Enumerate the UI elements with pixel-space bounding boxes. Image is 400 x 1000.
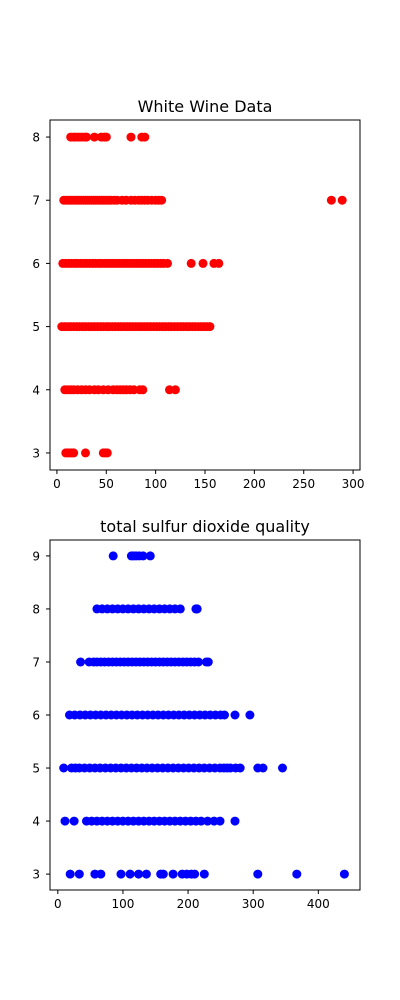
data-point	[198, 258, 208, 268]
data-point	[89, 132, 99, 142]
y-tick-label: 7	[32, 655, 40, 669]
data-point	[230, 710, 240, 720]
data-point	[157, 195, 167, 205]
data-point	[158, 869, 168, 879]
x-tick-label: 400	[307, 897, 330, 911]
data-point	[116, 869, 126, 879]
x-tick-label: 100	[111, 897, 134, 911]
scatter-points	[57, 132, 347, 458]
chart-white-wine: White Wine Data 0 50 100 150 200 250 300 3 4 5 6 7…	[32, 97, 364, 491]
data-point	[69, 816, 79, 826]
data-point	[215, 816, 225, 826]
data-point	[245, 710, 255, 720]
chart-title: total sulfur dioxide quality	[100, 517, 310, 536]
data-point	[175, 604, 185, 614]
y-tick-label: 6	[32, 257, 40, 271]
x-tick-label: 300	[242, 897, 265, 911]
data-point	[339, 869, 349, 879]
y-tick-label: 5	[32, 762, 40, 776]
y-tick-label: 4	[32, 815, 40, 829]
x-tick-label: 50	[99, 477, 114, 491]
data-point	[220, 710, 229, 720]
y-tick-label: 3	[32, 446, 40, 460]
data-point	[190, 869, 200, 879]
data-point	[235, 763, 245, 773]
data-point	[138, 551, 148, 561]
data-point	[230, 816, 240, 826]
x-tick-label: 300	[342, 477, 365, 491]
x-tick-label: 0	[53, 477, 61, 491]
y-tick-label: 8	[32, 131, 40, 145]
data-point	[205, 322, 215, 332]
data-point	[96, 869, 106, 879]
x-axis: 0 50 100 150 200 250 300	[53, 470, 365, 491]
data-point	[203, 816, 213, 826]
x-axis: 0 100 200 300 400	[54, 890, 330, 911]
data-point	[258, 763, 268, 773]
data-point	[203, 657, 213, 667]
data-point	[163, 258, 172, 268]
x-tick-label: 200	[243, 477, 266, 491]
data-point	[134, 869, 144, 879]
data-point	[292, 869, 302, 879]
data-point	[126, 132, 136, 142]
data-point	[141, 869, 151, 879]
data-point	[69, 448, 79, 458]
data-point	[140, 132, 150, 142]
y-tick-label: 6	[32, 709, 40, 723]
scatter-points	[59, 551, 349, 879]
y-tick-label: 7	[32, 194, 40, 208]
x-tick-label: 150	[194, 477, 217, 491]
data-point	[326, 195, 336, 205]
y-tick-label: 4	[32, 383, 40, 397]
data-point	[199, 869, 209, 879]
data-point	[101, 132, 111, 142]
y-axis: 3 4 5 6 7 8 9	[32, 549, 50, 882]
data-point	[74, 869, 84, 879]
x-tick-label: 250	[292, 477, 315, 491]
data-point	[278, 763, 287, 773]
data-point	[145, 551, 155, 561]
data-point	[214, 258, 224, 268]
x-tick-label: 0	[54, 897, 62, 911]
data-point	[253, 869, 263, 879]
data-point	[60, 816, 70, 826]
data-point	[125, 869, 135, 879]
data-point	[196, 816, 206, 826]
data-point	[194, 657, 203, 667]
data-point	[76, 657, 86, 667]
data-point	[82, 132, 91, 142]
y-tick-label: 8	[32, 602, 40, 616]
chart-total-sulfur-dioxide: total sulfur dioxide quality 0 100 200 300 4…	[32, 517, 361, 911]
data-point	[102, 448, 112, 458]
data-point	[81, 448, 90, 458]
y-tick-label: 9	[32, 549, 40, 563]
y-tick-label: 3	[32, 868, 40, 882]
axes-frame	[49, 119, 361, 471]
data-point	[59, 763, 69, 773]
y-axis: 3 4 5 6 7 8	[32, 131, 50, 460]
data-point	[337, 195, 347, 205]
data-point	[192, 604, 202, 614]
data-point	[186, 258, 196, 268]
data-point	[168, 869, 178, 879]
data-point	[138, 385, 148, 395]
x-tick-label: 100	[144, 477, 167, 491]
y-tick-label: 5	[32, 320, 40, 334]
data-point	[65, 869, 75, 879]
x-tick-label: 200	[177, 897, 200, 911]
chart-title: White Wine Data	[138, 97, 273, 116]
data-point	[108, 551, 118, 561]
data-point	[170, 385, 180, 395]
